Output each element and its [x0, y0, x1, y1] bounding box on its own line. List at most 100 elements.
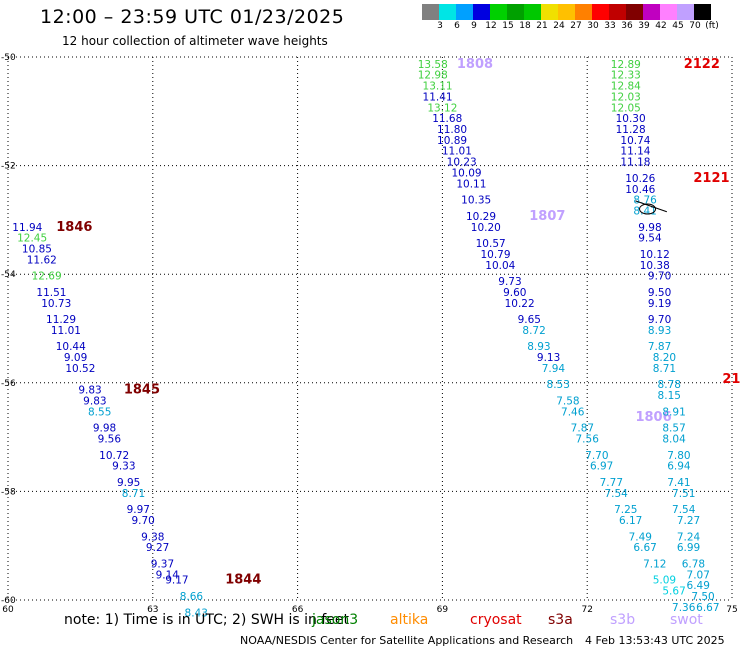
- wave-height-value: 12.03: [611, 91, 641, 103]
- color-swatch: [456, 4, 473, 20]
- wave-height-value: 10.30: [616, 113, 646, 125]
- wave-height-value: 7.41: [667, 477, 690, 489]
- wave-height-value: 8.78: [658, 379, 681, 391]
- color-swatch: [439, 4, 456, 20]
- wave-height-value: 8.66: [180, 591, 204, 603]
- wave-height-value: 11.18: [620, 157, 650, 169]
- color-scale-tick: 36: [621, 21, 633, 31]
- y-tick-label: -50: [1, 53, 16, 63]
- track-label: 1844: [225, 573, 261, 588]
- satellite-legend-altika: altika: [390, 612, 429, 628]
- wave-height-value: 11.51: [36, 287, 66, 299]
- wave-height-value: 10.26: [625, 173, 655, 185]
- wave-height-value: 13.58: [418, 59, 448, 71]
- wave-height-value: 9.09: [64, 352, 87, 364]
- wave-height-value: 12.05: [611, 102, 641, 114]
- color-scale-tick: 42: [655, 21, 667, 31]
- x-tick-label: 72: [581, 605, 592, 615]
- wave-height-value: 7.87: [571, 423, 594, 435]
- wave-height-value: 9.98: [93, 423, 116, 435]
- wave-height-value: 10.38: [640, 260, 670, 272]
- wave-height-value: 7.58: [556, 396, 579, 408]
- wave-height-value: 9.70: [648, 271, 671, 283]
- wave-height-value: 6.97: [590, 461, 613, 473]
- color-scale-tick: 33: [604, 21, 616, 31]
- timestamp: 4 Feb 13:53:43 UTC 2025: [585, 634, 725, 647]
- color-swatch: [694, 4, 711, 20]
- wave-height-value: 8.71: [653, 363, 676, 375]
- color-scale-tick: 39: [638, 21, 650, 31]
- color-scale-tick: 9: [471, 21, 477, 31]
- wave-height-value: 10.52: [65, 363, 95, 375]
- wave-height-value: 10.85: [22, 243, 52, 255]
- y-tick-label: -58: [1, 487, 16, 497]
- color-swatch: [473, 4, 490, 20]
- wave-height-value: 9.83: [83, 396, 106, 408]
- wave-height-value: 6.67: [633, 542, 656, 554]
- wave-height-value: 9.50: [648, 287, 671, 299]
- wave-height-value: 7.51: [672, 488, 695, 500]
- wave-height-value: 10.74: [620, 135, 650, 147]
- wave-height-value: 8.57: [662, 423, 685, 435]
- wave-height-value: 8.55: [88, 406, 111, 418]
- color-scale-tick: 45: [672, 21, 684, 31]
- wave-height-value: 7.49: [629, 531, 652, 543]
- wave-height-value: 7.94: [542, 363, 566, 375]
- wave-height-value: 7.36: [672, 602, 696, 614]
- wave-height-value: 7.54: [604, 488, 628, 500]
- wave-height-value: 5.09: [653, 575, 676, 587]
- color-swatch: [609, 4, 626, 20]
- wave-height-value: 7.12: [643, 558, 666, 570]
- wave-height-value: 7.56: [576, 434, 600, 446]
- color-swatch: [558, 4, 575, 20]
- wave-height-value: 7.70: [585, 450, 608, 462]
- wave-height-value: 10.22: [505, 298, 535, 310]
- wave-height-value: 10.04: [485, 260, 515, 272]
- wave-height-value: 10.57: [476, 238, 506, 250]
- wave-height-value: 9.60: [503, 287, 526, 299]
- color-swatch: [660, 4, 677, 20]
- color-swatch: [643, 4, 660, 20]
- track-label: 2121: [693, 171, 729, 186]
- x-tick-label: 60: [2, 605, 14, 615]
- color-scale-tick: 12: [485, 21, 497, 31]
- wave-height-value: 12.69: [32, 271, 62, 283]
- x-tick-label: 69: [437, 605, 449, 615]
- track-label: 1845: [124, 383, 160, 398]
- track-label: 2122: [684, 57, 720, 72]
- wave-height-value: 9.95: [117, 477, 140, 489]
- track-label: 1808: [457, 57, 493, 72]
- color-swatch: [592, 4, 609, 20]
- wave-height-value: 8.43: [185, 607, 208, 619]
- x-tick-label: 63: [147, 605, 158, 615]
- wave-height-value: 8.53: [547, 379, 570, 391]
- wave-height-value: 10.11: [456, 178, 486, 190]
- wave-height-value: 7.07: [687, 569, 710, 581]
- wave-height-value: 9.27: [146, 542, 169, 554]
- wave-height-value: 7.25: [614, 504, 637, 516]
- wave-height-value: 12.33: [611, 70, 641, 82]
- wave-height-value: 9.54: [638, 233, 662, 245]
- y-tick-label: -56: [1, 379, 16, 389]
- wave-height-value: 10.20: [471, 222, 501, 234]
- wave-height-value: 8.93: [648, 325, 671, 337]
- wave-height-value: 9.38: [141, 531, 164, 543]
- color-swatch: [524, 4, 541, 20]
- color-scale-tick: 30: [587, 21, 599, 31]
- wave-height-value: 10.29: [466, 211, 496, 223]
- wave-height-value: 11.62: [27, 254, 57, 266]
- color-swatch: [575, 4, 592, 20]
- y-tick-label: -52: [1, 162, 16, 172]
- wave-height-value: 11.80: [437, 124, 467, 136]
- wave-height-value: 11.14: [620, 146, 650, 158]
- x-tick-label: 75: [726, 605, 737, 615]
- wave-height-value: 8.15: [658, 390, 681, 402]
- wave-height-value: 10.12: [640, 249, 670, 261]
- wave-height-value: 7.50: [691, 591, 714, 603]
- satellite-legend-jason3: jason3: [312, 612, 359, 628]
- wave-height-value: 12.45: [17, 233, 47, 245]
- wave-height-value: 8.91: [662, 406, 685, 418]
- color-scale-tick: (ft): [705, 21, 719, 31]
- wave-height-value: 7.87: [648, 341, 671, 353]
- color-swatch: [626, 4, 643, 20]
